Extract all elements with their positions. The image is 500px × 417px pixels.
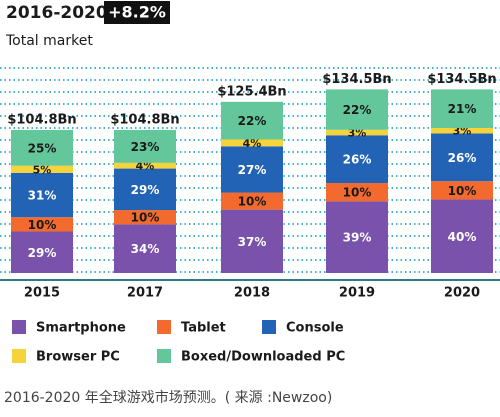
legend-swatch [12, 349, 26, 363]
bar-segment [114, 162, 176, 169]
legend-label: Browser PC [36, 350, 120, 365]
legend-label: Console [286, 321, 344, 336]
value-label: 10% [343, 186, 372, 200]
value-label: 23% [131, 140, 160, 154]
value-label: 34% [131, 242, 160, 256]
bar-segment [326, 201, 388, 273]
bar-segment [431, 127, 493, 134]
value-label: 3% [453, 125, 472, 138]
bar-segment [221, 139, 283, 147]
value-label: 40% [448, 230, 477, 244]
bar-segment [326, 135, 388, 184]
value-label: 26% [448, 151, 477, 165]
bar-segment [11, 129, 73, 166]
legend-swatch [262, 320, 276, 334]
bar-segment [221, 209, 283, 273]
badge: +8.2% [108, 3, 166, 22]
badge-bg [104, 1, 170, 24]
value-label: 26% [343, 153, 372, 167]
bar-segment [114, 129, 176, 163]
value-label: 10% [448, 184, 477, 198]
value-label: 39% [343, 231, 372, 245]
caption: 2016-2020 年全球游戏市场预测。( 来源 :Newzoo) [4, 389, 332, 406]
x-tick-label: 2020 [444, 286, 480, 301]
value-label: 25% [28, 141, 57, 155]
legend-label: Smartphone [36, 321, 126, 336]
chart-title: 2016-2020 [6, 3, 108, 23]
legend-swatch [157, 349, 171, 363]
total-label: $134.5Bn [427, 72, 496, 87]
value-label: 10% [131, 211, 160, 225]
bar-segment [221, 101, 283, 140]
bar-segment [11, 231, 73, 273]
value-label: 21% [448, 102, 477, 116]
bar-segment [326, 89, 388, 130]
legend-label: Tablet [181, 321, 226, 336]
bar-segment [11, 165, 73, 173]
value-label: 4% [243, 137, 262, 150]
bar-segment [431, 199, 493, 273]
legend-swatch [12, 320, 26, 334]
total-label: $104.8Bn [7, 112, 76, 127]
legend-swatch [157, 320, 171, 334]
value-label: 4% [136, 160, 155, 173]
value-label: 29% [28, 246, 57, 260]
bar-segment [114, 168, 176, 211]
legend-label: Boxed/Downloaded PC [181, 350, 345, 365]
x-tick-label: 2018 [234, 286, 270, 301]
value-label: 29% [131, 183, 160, 197]
value-label: 10% [238, 195, 267, 209]
bar-segment [114, 210, 176, 225]
bar-segment [221, 146, 283, 193]
bar-segment [11, 217, 73, 232]
value-label: 5% [33, 163, 52, 176]
bar-segment [114, 224, 176, 273]
value-label: 27% [238, 163, 267, 177]
x-tick-label: 2017 [127, 286, 163, 301]
subtitle: Total market [5, 33, 93, 49]
value-label: 3% [348, 127, 367, 140]
bar-segment [11, 172, 73, 218]
total-label: $134.5Bn [322, 72, 391, 87]
bar-segment [431, 133, 493, 182]
value-label: 22% [238, 114, 267, 128]
bar-segment [221, 192, 283, 210]
value-label: 10% [28, 218, 57, 232]
value-label: 22% [343, 103, 372, 117]
value-label: 31% [28, 189, 57, 203]
bar-segment [326, 129, 388, 136]
total-label: $125.4Bn [217, 84, 286, 99]
x-tick-label: 2015 [24, 286, 60, 301]
total-label: $104.8Bn [110, 112, 179, 127]
bar-segment [431, 89, 493, 128]
x-tick-label: 2019 [339, 286, 375, 301]
bar-segment [326, 183, 388, 202]
value-label: 37% [238, 235, 267, 249]
bar-segment [431, 181, 493, 200]
